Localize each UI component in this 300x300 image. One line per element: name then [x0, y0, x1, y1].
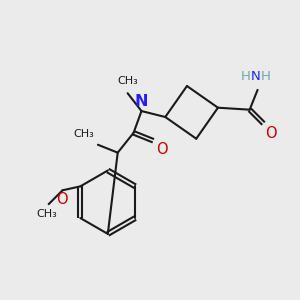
Text: CH₃: CH₃ [36, 209, 57, 219]
Text: O: O [156, 142, 168, 157]
Text: N: N [135, 94, 148, 109]
Text: O: O [266, 125, 277, 140]
Text: CH₃: CH₃ [73, 129, 94, 139]
Text: N: N [251, 70, 260, 83]
Text: O: O [56, 192, 67, 207]
Text: H: H [241, 70, 250, 83]
Text: H: H [261, 70, 270, 83]
Text: CH₃: CH₃ [117, 76, 138, 86]
